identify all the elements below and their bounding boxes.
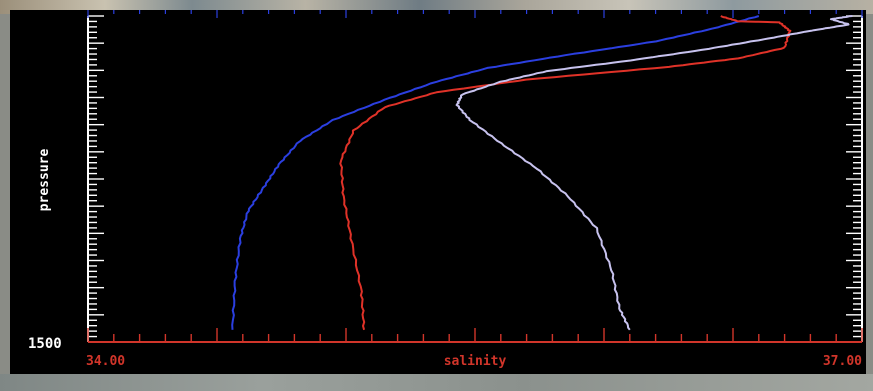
x-tick-label-min: 34.00 — [86, 354, 125, 369]
salinity-profile-chart: pressure salinity 34.00 37.00 — [37, 10, 863, 369]
x-axis-label: salinity — [444, 354, 507, 369]
salinity-series-2 — [339, 15, 792, 331]
salinity-series-1 — [231, 15, 760, 330]
chart-panel: pressure salinity 34.00 37.00 — [10, 10, 866, 374]
x-tick-label-max: 37.00 — [823, 354, 862, 369]
y-axis-label: pressure — [37, 149, 52, 212]
salinity-series-3 — [455, 15, 853, 331]
background-photo-bottom — [0, 374, 873, 391]
y-tick-label-max: 1500 — [28, 336, 62, 352]
